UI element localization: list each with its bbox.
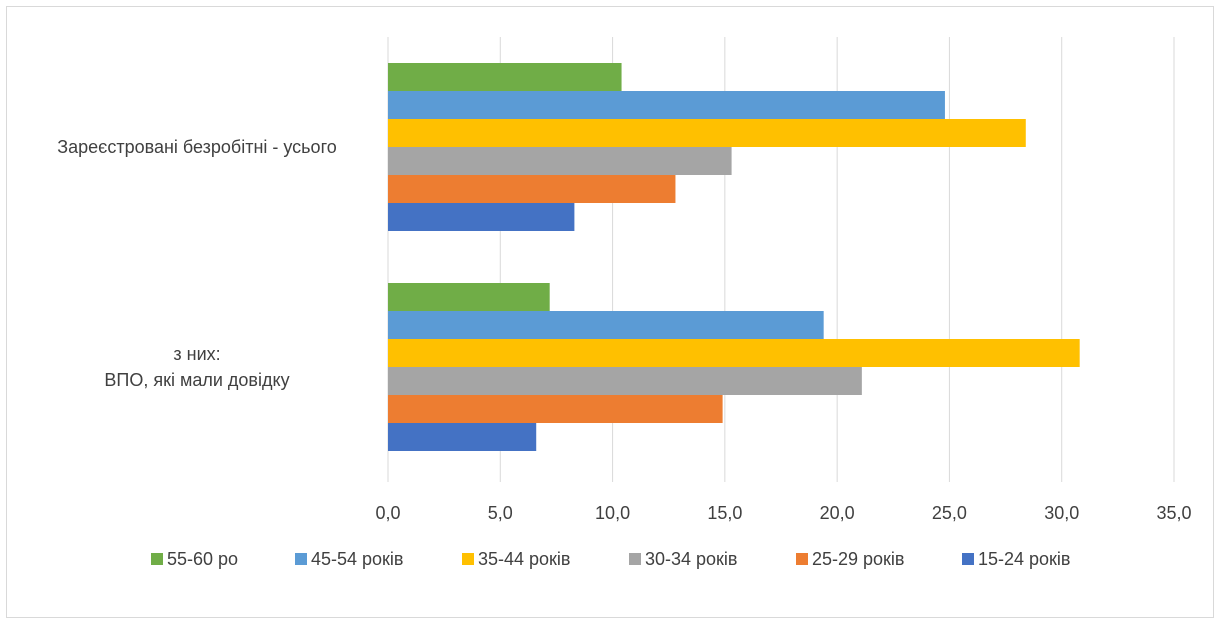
legend-swatch <box>462 553 474 565</box>
bar <box>388 395 723 423</box>
legend-label: 25-29 років <box>812 549 905 569</box>
bar <box>388 311 824 339</box>
legend: 55-60 ро 45-54 років 35-44 років 30-34 рокі… <box>151 549 1071 569</box>
legend-label: 45-54 років <box>311 549 404 569</box>
bar <box>388 283 550 311</box>
legend-item: 35-44 років <box>462 549 571 569</box>
x-axis-tick-labels: 0,0 5,0 10,0 15,0 20,0 25,0 30,0 35,0 <box>375 503 1191 523</box>
legend-swatch <box>295 553 307 565</box>
bar <box>388 367 862 395</box>
legend-item: 30-34 років <box>629 549 738 569</box>
bar <box>388 91 945 119</box>
bar <box>388 339 1080 367</box>
legend-swatch <box>151 553 163 565</box>
tick-label: 0,0 <box>375 503 400 523</box>
legend-label: 35-44 років <box>478 549 571 569</box>
legend-item: 25-29 років <box>796 549 905 569</box>
legend-label: 55-60 ро <box>167 549 238 569</box>
bar <box>388 147 732 175</box>
chart-frame: Зареєстровані безробітні - усього з них: В… <box>6 6 1214 618</box>
tick-label: 30,0 <box>1044 503 1079 523</box>
bar <box>388 119 1026 147</box>
legend-swatch <box>629 553 641 565</box>
tick-label: 20,0 <box>820 503 855 523</box>
bars <box>388 63 1080 451</box>
legend-swatch <box>962 553 974 565</box>
tick-label: 15,0 <box>707 503 742 523</box>
legend-item: 15-24 років <box>962 549 1071 569</box>
bar-chart: Зареєстровані безробітні - усього з них: В… <box>57 37 1192 569</box>
legend-label: 15-24 років <box>978 549 1071 569</box>
legend-label: 30-34 років <box>645 549 738 569</box>
legend-item: 55-60 ро <box>151 549 238 569</box>
tick-label: 10,0 <box>595 503 630 523</box>
bar <box>388 175 676 203</box>
bar <box>388 423 537 451</box>
category-labels: Зареєстровані безробітні - усього з них: В… <box>57 137 337 390</box>
legend-swatch <box>796 553 808 565</box>
category-label: з них: ВПО, які мали довідку <box>104 344 289 390</box>
bar <box>388 203 575 231</box>
category-label: Зареєстровані безробітні - усього <box>57 137 337 157</box>
tick-label: 25,0 <box>932 503 967 523</box>
legend-item: 45-54 років <box>295 549 404 569</box>
bar <box>388 63 622 91</box>
tick-label: 35,0 <box>1156 503 1191 523</box>
tick-label: 5,0 <box>488 503 513 523</box>
